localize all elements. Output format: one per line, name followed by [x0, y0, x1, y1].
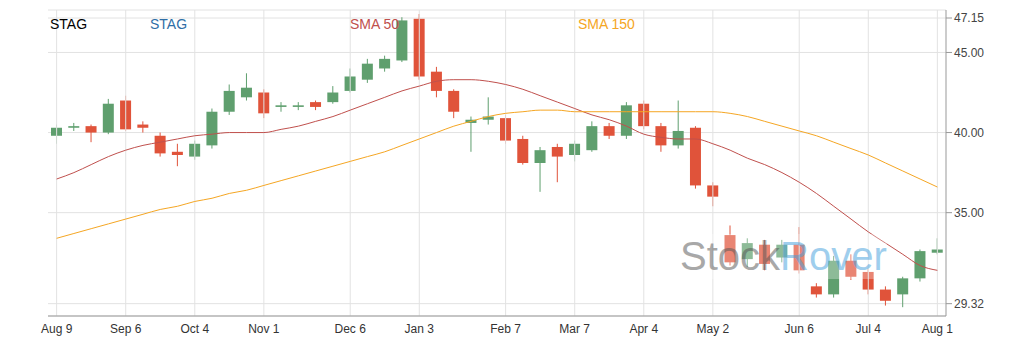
svg-text:Aug 1: Aug 1 [922, 322, 954, 336]
html-text:SMA 50: SMA 50 [350, 16, 399, 32]
svg-text:Jun 6: Jun 6 [785, 322, 815, 336]
svg-text:Apr 4: Apr 4 [629, 322, 658, 336]
svg-text:Mar 7: Mar 7 [559, 322, 590, 336]
svg-text:Sep 6: Sep 6 [110, 322, 142, 336]
svg-text:29.32: 29.32 [954, 297, 984, 311]
svg-text:Jul 4: Jul 4 [856, 322, 882, 336]
html-text:Stock Rover: Stock Rover [680, 234, 887, 278]
html-text:STAG: STAG [50, 16, 88, 32]
svg-text:Nov 1: Nov 1 [248, 322, 280, 336]
svg-text:Feb 7: Feb 7 [490, 322, 521, 336]
svg-text:45.00: 45.00 [954, 46, 984, 60]
html-text:STAG: STAG [150, 16, 188, 32]
html-text:SMA 150: SMA 150 [578, 16, 635, 32]
svg-text:Jan 3: Jan 3 [405, 322, 435, 336]
svg-text:47.15: 47.15 [954, 11, 984, 25]
svg-text:Oct 4: Oct 4 [180, 322, 209, 336]
svg-text:35.00: 35.00 [954, 206, 984, 220]
svg-text:Dec 6: Dec 6 [335, 322, 367, 336]
svg-text:40.00: 40.00 [954, 126, 984, 140]
svg-text:Aug 9: Aug 9 [41, 322, 73, 336]
svg-text:May 2: May 2 [697, 322, 730, 336]
